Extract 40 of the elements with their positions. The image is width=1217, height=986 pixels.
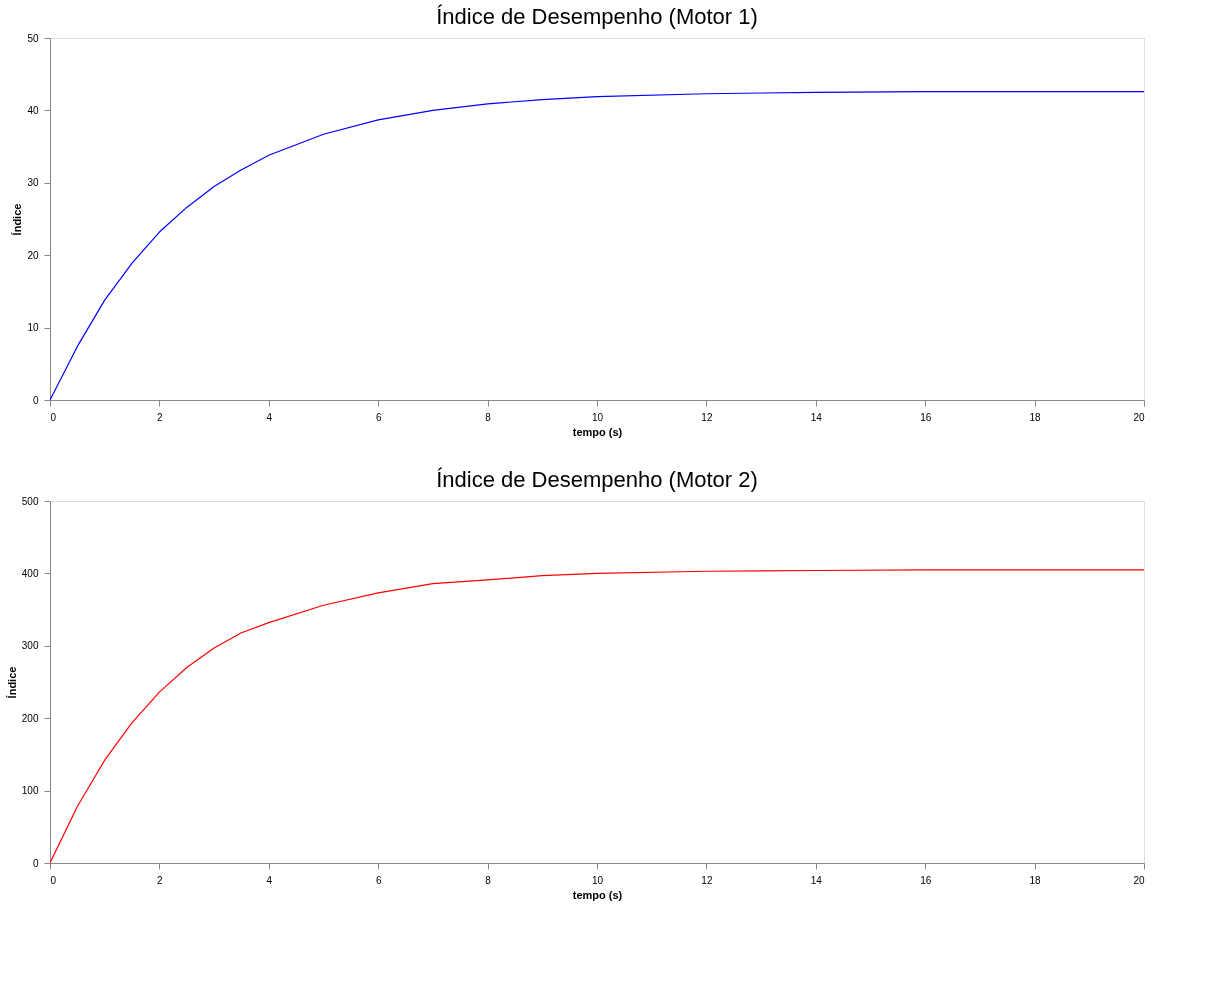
x-tick-label: 4 (266, 411, 273, 423)
y-tick-label: 0 (32, 394, 39, 406)
x-tick-label: 0 (50, 874, 57, 886)
y-tick-label: 100 (21, 785, 39, 797)
y-tick-label: 20 (27, 249, 39, 261)
x-tick-label: 20 (1133, 874, 1145, 886)
x-tick-label: 14 (810, 874, 823, 886)
y-tick-label: 300 (21, 640, 39, 652)
y-tick-label: 30 (27, 177, 39, 189)
chart-title: Índice de Desempenho (Motor 1) (436, 4, 758, 29)
x-tick-label: 8 (485, 411, 492, 423)
x-tick-label: 14 (810, 411, 823, 423)
y-tick-label: 50 (27, 32, 39, 44)
x-axis-title: tempo (s) (572, 425, 623, 438)
y-tick-label: 200 (21, 712, 39, 724)
x-tick-label: 16 (920, 411, 932, 423)
x-tick-label: 4 (266, 874, 273, 886)
x-tick-label: 10 (591, 411, 604, 423)
x-tick-label: 2 (157, 411, 164, 423)
x-tick-label: 6 (375, 874, 382, 886)
y-tick-label: 10 (27, 322, 39, 334)
y-tick-label: 400 (21, 567, 39, 579)
x-tick-label: 18 (1029, 874, 1042, 886)
y-axis-title: Índice (11, 203, 24, 236)
y-tick-label: 40 (27, 104, 39, 116)
x-tick-label: 2 (157, 874, 164, 886)
x-tick-label: 10 (591, 874, 604, 886)
y-axis-title: Índice (5, 666, 18, 699)
x-tick-label: 6 (375, 411, 382, 423)
x-tick-label: 12 (701, 411, 713, 423)
x-tick-label: 20 (1133, 411, 1145, 423)
y-tick-label: 0 (32, 857, 39, 869)
x-axis-title: tempo (s) (572, 888, 623, 901)
y-tick-label: 500 (21, 495, 39, 507)
chart-title: Índice de Desempenho (Motor 2) (436, 467, 758, 492)
x-tick-label: 8 (485, 874, 492, 886)
x-tick-label: 18 (1029, 411, 1042, 423)
x-tick-label: 12 (701, 874, 713, 886)
x-tick-label: 0 (50, 411, 57, 423)
x-tick-label: 16 (920, 874, 932, 886)
